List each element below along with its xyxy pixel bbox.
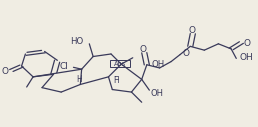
Text: Abs: Abs xyxy=(114,60,126,67)
Text: O: O xyxy=(244,39,251,48)
Text: O: O xyxy=(183,50,190,58)
Text: OH: OH xyxy=(151,89,164,98)
Text: OH: OH xyxy=(152,60,165,69)
Text: Cl: Cl xyxy=(60,62,68,70)
Text: OH: OH xyxy=(239,53,253,62)
Text: H: H xyxy=(76,75,82,84)
Text: O: O xyxy=(140,45,147,54)
Text: HO: HO xyxy=(70,37,83,46)
Text: O: O xyxy=(188,26,195,35)
Text: H̅: H̅ xyxy=(113,76,119,84)
Text: O: O xyxy=(1,67,8,76)
